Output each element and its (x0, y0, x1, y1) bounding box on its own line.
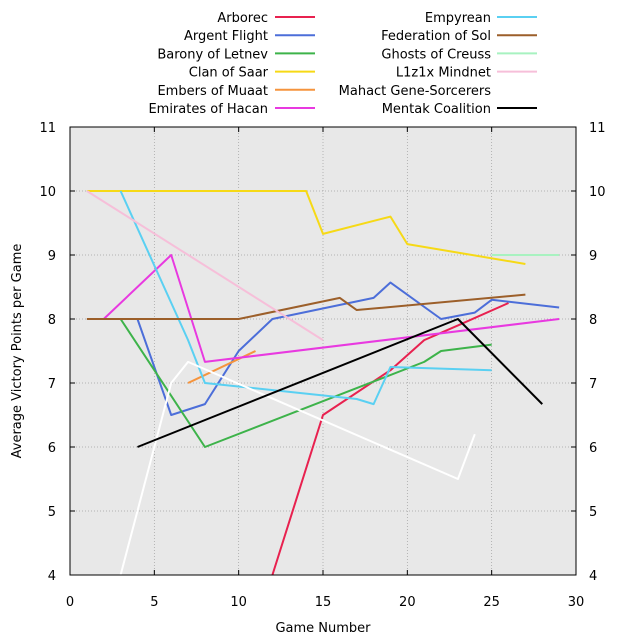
legend-label: Embers of Muaat (157, 84, 268, 99)
y-tick-label-right: 10 (589, 185, 606, 200)
series-line-mahact-gene-sorcerers (119, 360, 476, 575)
series-line-federation-of-sol (86, 293, 526, 320)
plot-background (70, 127, 576, 575)
series-line-arborec (271, 302, 509, 575)
y-tick-label-left: 5 (48, 505, 56, 520)
legend-label: Federation of Sol (381, 29, 491, 44)
legend-label: Empyrean (425, 11, 491, 26)
series-line-emirates-of-hacan (103, 254, 560, 363)
y-tick-label-right: 9 (589, 249, 597, 264)
x-tick-label: 10 (230, 595, 247, 610)
legend-label: Mentak Coalition (382, 102, 491, 117)
x-tick-label: 25 (483, 595, 500, 610)
y-tick-label-left: 6 (48, 441, 56, 456)
y-tick-label-right: 8 (589, 313, 597, 328)
legend-label: Argent Flight (184, 29, 268, 44)
legend-label: L1z1x Mindnet (396, 66, 491, 81)
x-tick-label: 20 (399, 595, 416, 610)
series-line-clan-of-saar (86, 190, 526, 265)
series-line-mentak-coalition (137, 318, 543, 448)
y-tick-label-left: 9 (48, 249, 56, 264)
y-tick-label-left: 11 (39, 121, 56, 136)
x-tick-label: 5 (150, 595, 158, 610)
axis-ticks: 0 5 10 15 20 25 30 4 4 5 5 6 6 7 7 8 8 9 9 10 10 11 11 (39, 121, 605, 610)
y-tick-label-right: 5 (589, 505, 597, 520)
x-tick-label: 30 (568, 595, 585, 610)
y-tick-label-left: 10 (39, 185, 56, 200)
x-tick-label: 0 (66, 595, 74, 610)
series-lines (86, 190, 560, 575)
legend-label: Barony of Letnev (157, 47, 268, 62)
series-line-l1z1x-mindnet (86, 190, 324, 341)
series-line-empyrean (119, 190, 492, 406)
y-tick-label-left: 8 (48, 313, 56, 328)
y-tick-label-right: 4 (589, 569, 597, 584)
y-tick-label-right: 6 (589, 441, 597, 456)
legend-label: Mahact Gene-Sorcerers (339, 84, 492, 99)
x-axis-title: Game Number (275, 621, 371, 636)
series-line-argent-flight (136, 281, 560, 416)
series-line-barony-of-letnev (119, 318, 492, 448)
legend-label: Arborec (217, 11, 268, 26)
legend-label: Emirates of Hacan (148, 102, 268, 117)
legend-label: Clan of Saar (189, 66, 269, 81)
legend: Arborec Argent Flight Barony of Letnev Clan… (148, 11, 537, 117)
y-tick-label-right: 11 (589, 121, 606, 136)
x-tick-label: 15 (315, 595, 332, 610)
y-tick-label-left: 7 (48, 377, 56, 392)
y-tick-label-right: 7 (589, 377, 597, 392)
legend-label: Ghosts of Creuss (381, 47, 491, 62)
y-tick-label-left: 4 (48, 569, 56, 584)
y-axis-title: Average Victory Points per Game (10, 244, 25, 459)
